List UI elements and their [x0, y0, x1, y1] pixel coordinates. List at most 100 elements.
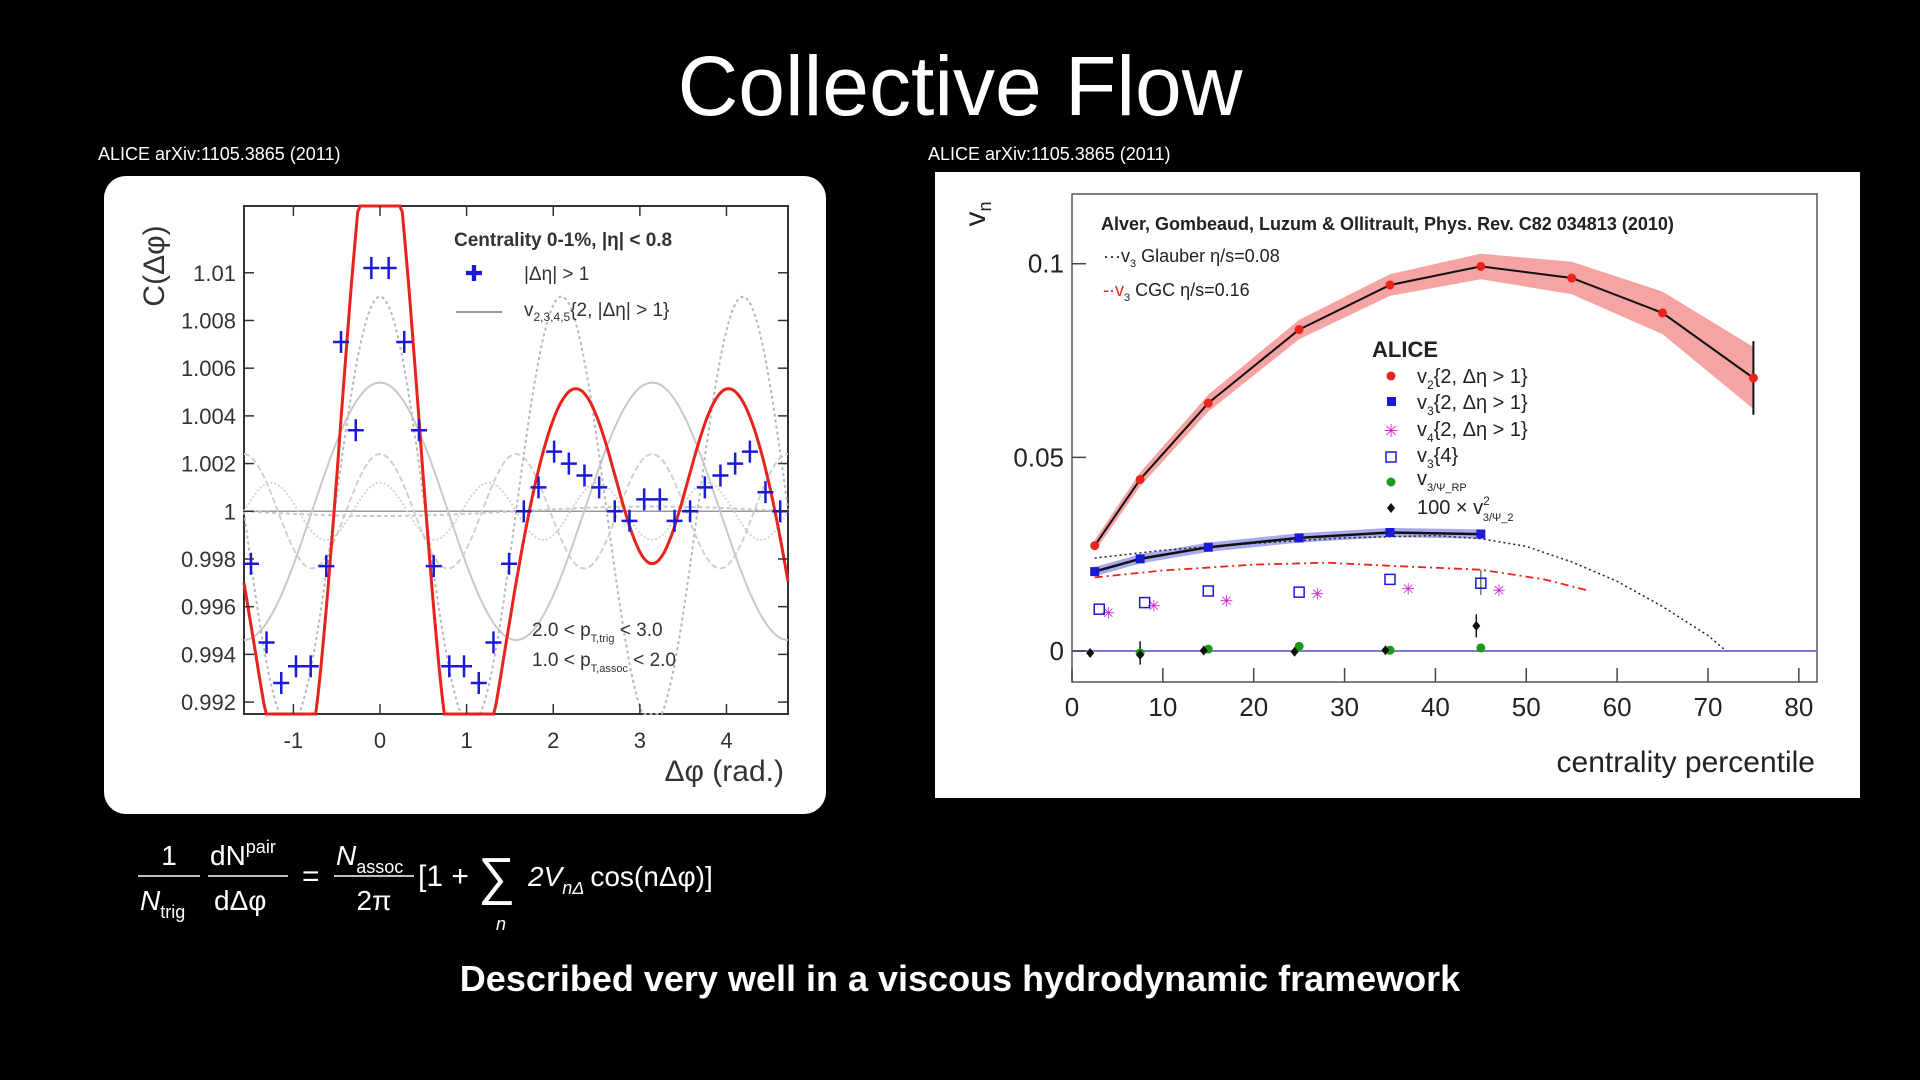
data-point: [273, 671, 290, 694]
data-point: [515, 500, 532, 523]
v3-point: [1294, 533, 1304, 543]
legend-entry-v3-rp: v3/Ψ_RP: [1417, 468, 1467, 494]
data-point: [363, 257, 380, 280]
v3-line: [1094, 531, 1481, 573]
v3-point: [1135, 554, 1145, 564]
v2-point: [1135, 474, 1145, 484]
x-tick-label: 20: [1239, 692, 1268, 722]
data-point: [470, 671, 487, 694]
v3-4-point: [1093, 603, 1106, 615]
legend-entry-v4: v4{2, Δη > 1}: [1417, 419, 1528, 445]
v3-rp-point: [1385, 645, 1395, 655]
v3-psi2-point: [1290, 646, 1299, 657]
data-point: [396, 330, 413, 353]
x-tick-label: 60: [1603, 692, 1632, 722]
y-tick-label: 1: [224, 499, 236, 524]
data-point: [530, 476, 547, 499]
x-tick-label: 80: [1784, 692, 1813, 722]
slide-title: Collective Flow: [677, 39, 1243, 133]
y-tick-label: 0.992: [181, 690, 236, 715]
theory-reference: Alver, Gombeaud, Luzum & Ollitrault, Phy…: [1101, 214, 1674, 234]
data-point: [727, 452, 744, 475]
data-point: [302, 655, 319, 678]
data-point: [410, 419, 427, 442]
legend-marker-v2: [1386, 371, 1396, 381]
theory-legend-glauber: ···v3 Glauber η/s=0.08: [1103, 246, 1280, 270]
formula-rhs-den: 2π: [357, 885, 392, 916]
data-point: [287, 655, 304, 678]
data-point: [380, 257, 397, 280]
v3-point: [1385, 528, 1395, 538]
y-tick-label: 0: [1050, 636, 1064, 666]
y-tick-label: 0.996: [181, 595, 236, 620]
citation-right: ALICE arXiv:1105.3865 (2011): [928, 144, 1171, 164]
citation-left: ALICE arXiv:1105.3865 (2011): [98, 144, 341, 164]
v3-4-point: [1384, 573, 1396, 586]
x-tick-label: 0: [1065, 692, 1079, 722]
x-tick-label: 10: [1148, 692, 1177, 722]
v4-point: ✳: [1311, 587, 1324, 604]
data-point: [606, 500, 623, 523]
plot-frame: [243, 205, 789, 715]
x-tick-label: 30: [1330, 692, 1359, 722]
v2-point: [1203, 398, 1213, 408]
data-point: [485, 631, 502, 654]
v3-point: [1203, 542, 1213, 552]
legend-marker-points: ✚: [465, 261, 483, 286]
formula-equals: =: [302, 860, 320, 893]
x-axis-label: Δφ (rad.): [664, 755, 784, 788]
legend-marker-v3: [1387, 397, 1396, 406]
y-tick-label: 1.008: [181, 308, 236, 333]
v3-psi2-point: [1086, 647, 1095, 658]
annotation-ptrig: 2.0 < pT,trig < 3.0: [532, 620, 663, 645]
formula-svg: 1 Ntrig dNpair dΔφ = Nassoc 2π [1 + ∑ n …: [138, 837, 713, 934]
legend-entry-v2: v2{2, Δη > 1}: [1417, 366, 1528, 392]
legend-marker-v3-rp: [1386, 477, 1396, 487]
data-point: [757, 481, 774, 504]
x-tick-label: 50: [1512, 692, 1541, 722]
formula-sigma: ∑: [478, 848, 515, 906]
data-point: [258, 631, 275, 654]
fourier-component-4: [243, 452, 789, 570]
v3-4-point: [1475, 577, 1487, 589]
v3-psi2-point: [1381, 645, 1390, 656]
fourier-fit-curve: [242, 204, 790, 716]
legend-entry-v3: v3{2, Δη > 1}: [1417, 392, 1528, 418]
legend-title: Centrality 0-1%, |η| < 0.8: [454, 230, 672, 251]
formula-bracket: [1 +: [418, 860, 469, 893]
data-point: [242, 552, 259, 575]
x-tick-label: 3: [634, 728, 646, 753]
x-tick-label: 40: [1421, 692, 1450, 722]
theory-legend-cgc: -·v3 CGC η/s=0.16: [1103, 280, 1250, 304]
x-tick-label: 0: [374, 728, 386, 753]
y-tick-label: 1.01: [193, 261, 236, 286]
data-point: [576, 464, 593, 487]
data-point: [666, 509, 683, 532]
glauber-curve: [1094, 534, 1727, 652]
data-point: [318, 555, 335, 578]
legend-entry-points: |Δη| > 1: [524, 264, 589, 285]
correlation-formula: 1 Ntrig dNpair dΔφ = Nassoc 2π [1 + ∑ n …: [136, 830, 756, 940]
legend-marker-v3-4: [1385, 451, 1397, 463]
legend-marker-v3-psi2: [1387, 503, 1395, 513]
data-point: [682, 500, 699, 523]
y-tick-label: 0.998: [181, 547, 236, 572]
legend-marker-v4: ✳: [1383, 421, 1398, 441]
data-point: [347, 419, 364, 442]
y-tick-label: 0.994: [181, 642, 236, 667]
v2-point: [1567, 273, 1577, 283]
y-axis-label-right: vn: [959, 201, 995, 226]
cgc-curve: [1094, 561, 1591, 592]
v3-psi2-point: [1472, 620, 1481, 631]
x-tick-label: 70: [1694, 692, 1723, 722]
data-point: [636, 488, 653, 511]
v3-point: [1476, 529, 1486, 539]
v3-4-point: [1293, 586, 1305, 598]
data-point: [621, 509, 638, 532]
correlation-chart-panel: 0.992 0.994 0.996 0.998 1 1.002 1.004 1.006 1.00…: [104, 176, 826, 814]
slide-caption: Described very well in a viscous hydrody…: [459, 958, 1461, 999]
data-point: [501, 552, 518, 575]
x-tick-label: -1: [284, 728, 304, 753]
vn-centrality-chart: ✳ ✳ ✳ ✳ ✳ ✳ 00.050.1 0 10 20 30 40 50 60 70 80 vn cen…: [959, 193, 1818, 779]
legend-entry-v3-4: v3{4}: [1417, 445, 1458, 471]
